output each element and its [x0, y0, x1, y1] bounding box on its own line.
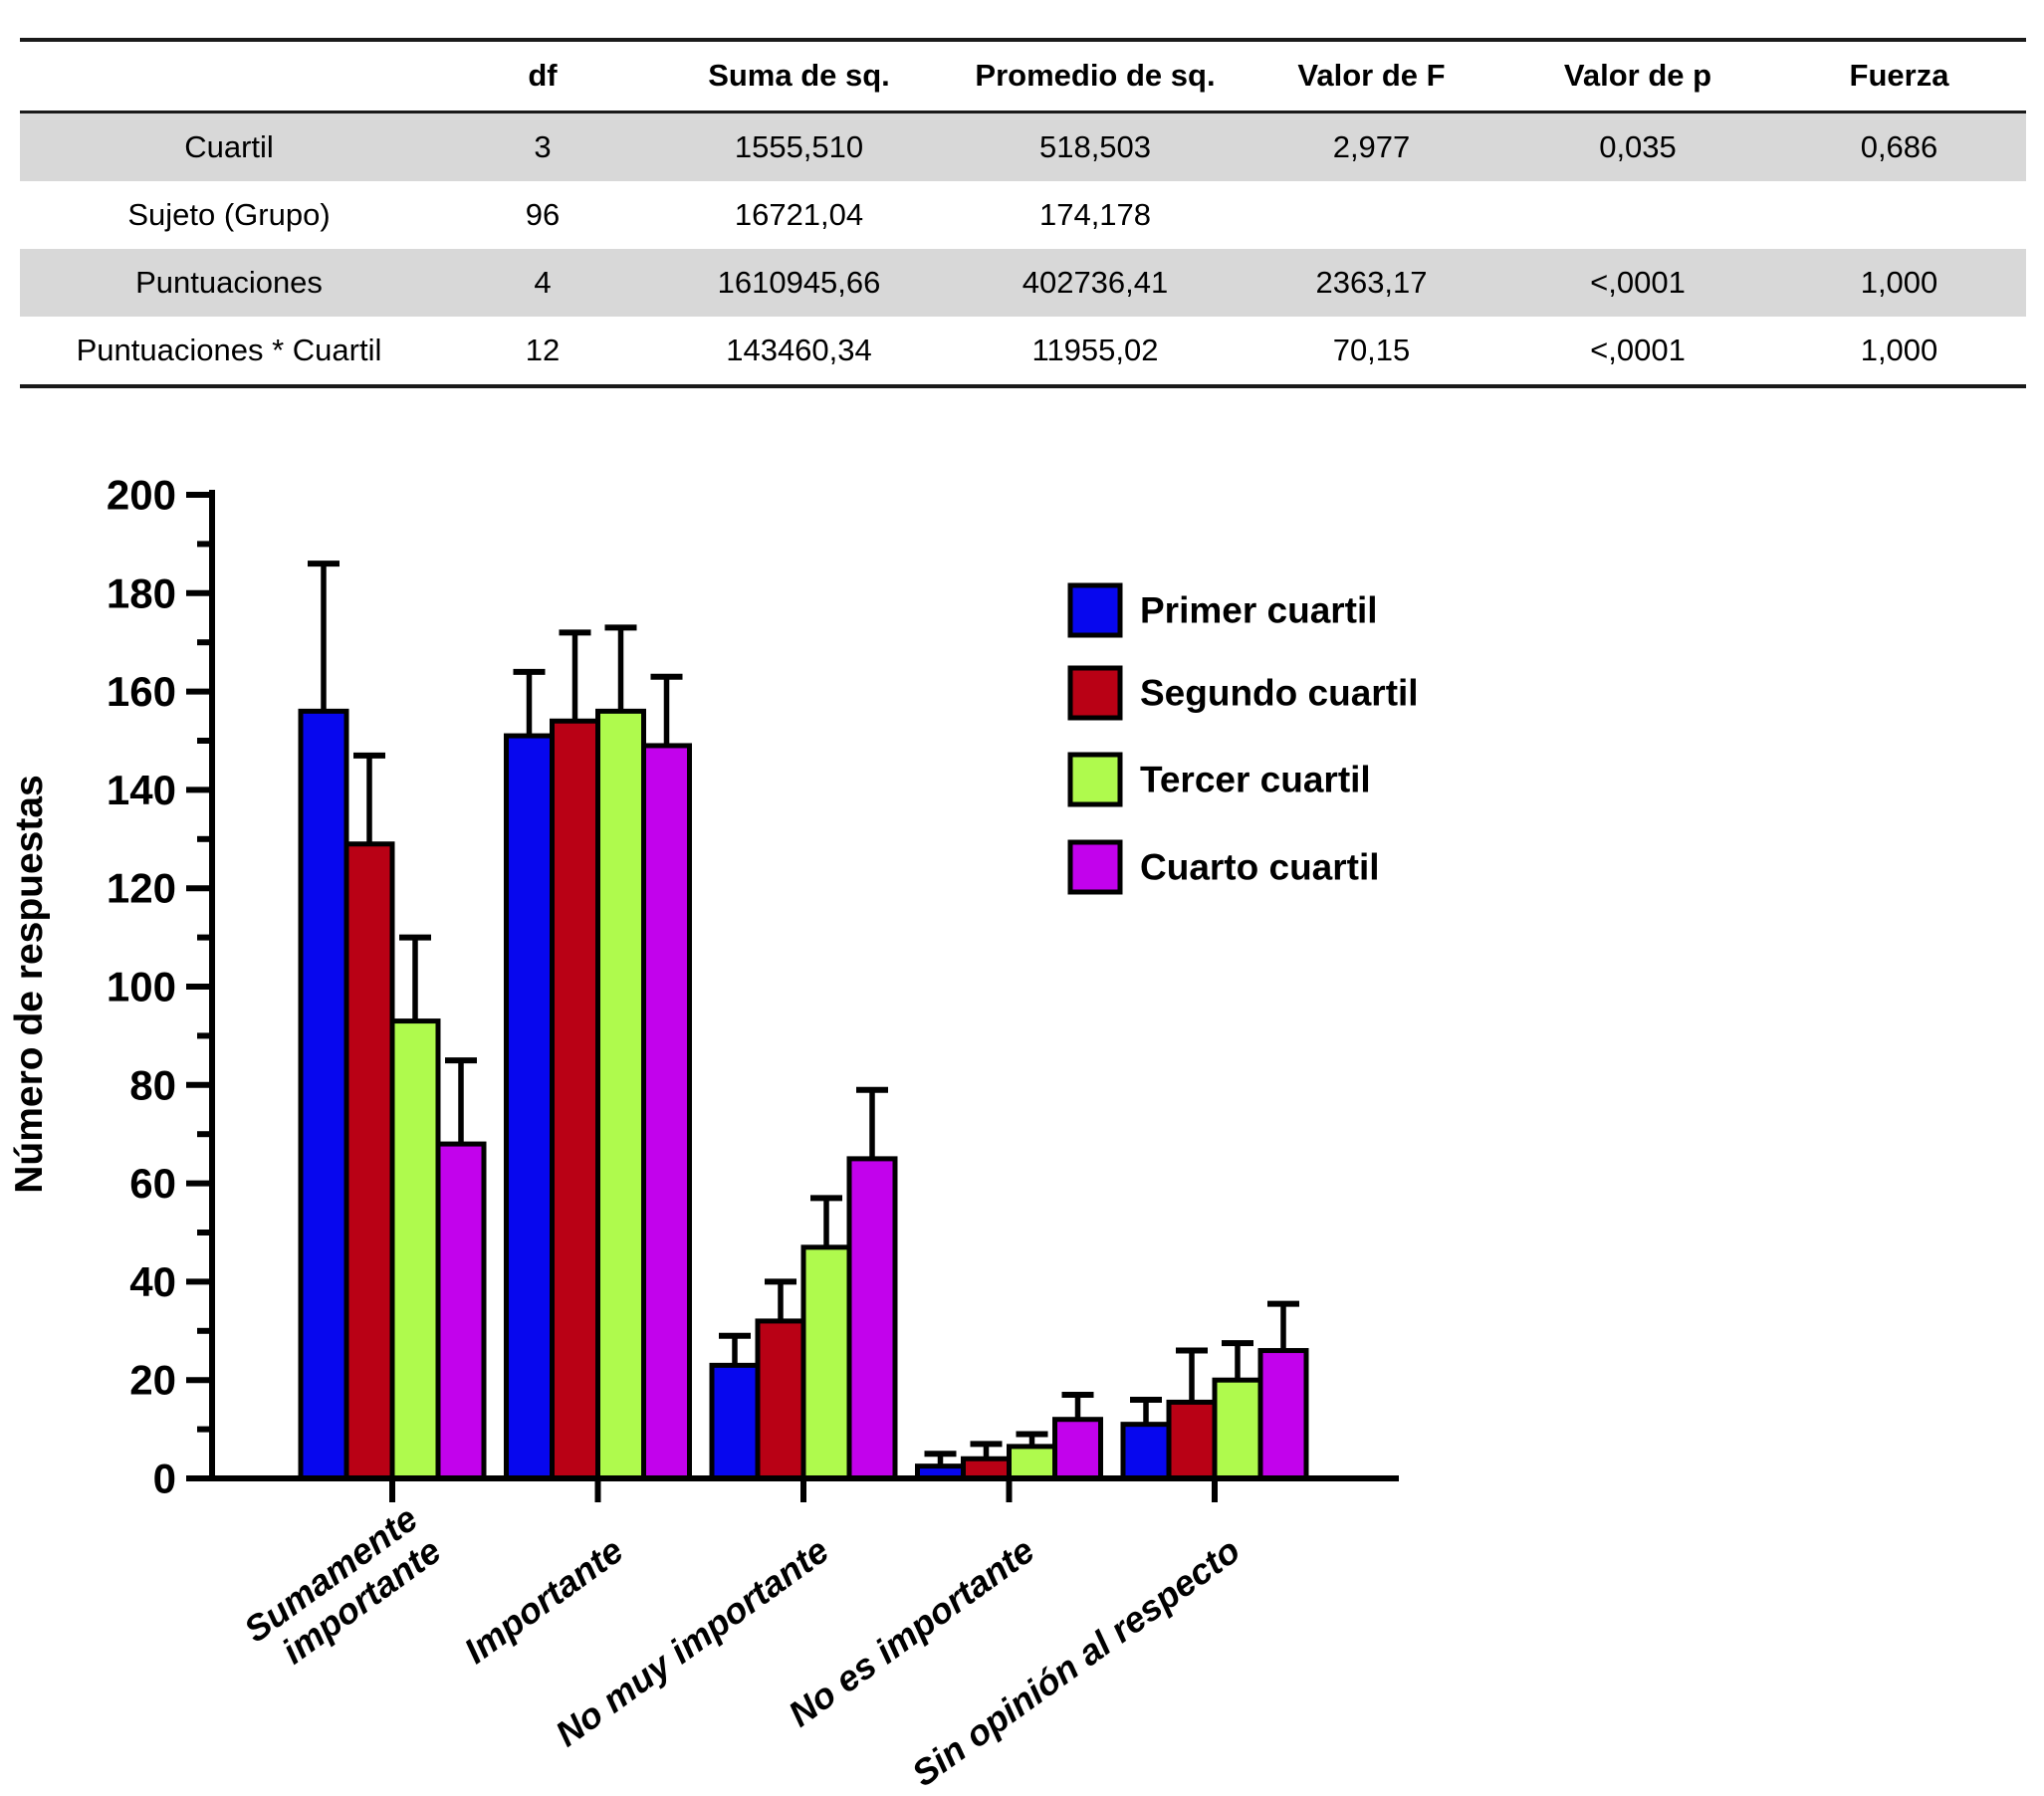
table-cell: <,0001	[1590, 264, 1686, 300]
table-cell: 1555,510	[734, 128, 864, 164]
table-cell: 0,035	[1599, 128, 1677, 164]
bar	[1212, 1377, 1263, 1481]
table-cell: 1,000	[1860, 264, 1938, 300]
table-cell: Puntuaciones * Cuartil	[76, 332, 382, 367]
legend-swatch	[1067, 582, 1123, 638]
bar	[1120, 1422, 1172, 1481]
y-tick-label: 200	[107, 480, 176, 519]
table-header-cell: Promedio de sq.	[975, 58, 1216, 94]
bar	[595, 708, 646, 1481]
bar	[641, 743, 692, 1481]
bar	[298, 708, 349, 1481]
legend-swatch	[1067, 665, 1123, 721]
table-cell: 12	[525, 332, 561, 367]
table-cell: 2,977	[1332, 128, 1411, 164]
table-header-cell: df	[528, 58, 558, 94]
y-tick-label: 0	[153, 1456, 176, 1502]
bar	[435, 1141, 487, 1481]
bar	[1052, 1417, 1103, 1481]
y-tick-label: 120	[107, 865, 176, 912]
y-axis-title: Número de respuestas	[8, 775, 51, 1194]
bar	[709, 1362, 761, 1481]
table-cell: Cuartil	[184, 128, 274, 164]
y-tick-label: 160	[107, 668, 176, 715]
y-tick-label: 140	[107, 767, 176, 813]
y-tick-label: 100	[107, 964, 176, 1010]
bar	[846, 1156, 898, 1481]
bar-chart: 0 20 40 60 80 100 120 140 160 180 200 Sumamenteimpo…	[0, 472, 1454, 1795]
y-tick-label: 180	[107, 569, 176, 616]
table-cell: 1610945,66	[717, 264, 881, 300]
bar	[1007, 1444, 1057, 1481]
y-tick-label: 40	[129, 1258, 176, 1305]
table-header-row: df Suma de sq. Promedio de sq. Valor de …	[20, 42, 2026, 113]
table-row: Puntuaciones * Cuartil 12 143460,34 1195…	[20, 317, 2026, 384]
bar	[755, 1318, 806, 1481]
table-row: Puntuaciones 4 1610945,66 402736,41 2363…	[20, 249, 2026, 317]
table-cell: Sujeto (Grupo)	[127, 196, 331, 232]
table-cell: Puntuaciones	[135, 264, 323, 300]
bar	[1257, 1348, 1309, 1481]
legend-label: Primer cuartil	[1140, 590, 1378, 631]
bar	[800, 1244, 852, 1481]
legend-label: Tercer cuartil	[1140, 760, 1371, 800]
table-cell: 16721,04	[734, 196, 864, 232]
y-tick-label: 20	[129, 1357, 176, 1404]
table-row: Cuartil 3 1555,510 518,503 2,977 0,035 0…	[20, 113, 2026, 181]
y-tick-label: 80	[129, 1061, 176, 1108]
x-tick-label: Importante	[457, 1529, 631, 1672]
legend-label: Segundo cuartil	[1140, 673, 1419, 714]
bar	[389, 1018, 441, 1481]
table-cell: 3	[534, 128, 552, 164]
bar	[550, 718, 600, 1481]
table-cell: 518,503	[1038, 128, 1152, 164]
table-row: Sujeto (Grupo) 96 16721,04 174,178	[20, 181, 2026, 249]
y-tick-label: 60	[129, 1160, 176, 1207]
table-cell: 96	[525, 196, 561, 232]
bar	[343, 841, 395, 1481]
legend-swatch	[1067, 752, 1123, 807]
table-header-cell: Suma de sq.	[708, 58, 890, 94]
bar	[504, 733, 555, 1481]
table-cell: <,0001	[1590, 332, 1686, 367]
table-cell: 1,000	[1860, 332, 1938, 367]
table-cell: 0,686	[1860, 128, 1938, 164]
anova-table: df Suma de sq. Promedio de sq. Valor de …	[20, 38, 2026, 388]
table-header-cell: Valor de p	[1563, 58, 1712, 94]
legend-label: Cuarto cuartil	[1140, 847, 1380, 888]
table-cell: 143460,34	[726, 332, 872, 367]
legend-swatch	[1067, 839, 1123, 895]
table-header-cell: Valor de F	[1297, 58, 1446, 94]
bar-chart-svg: 0 20 40 60 80 100 120 140 160 180 200 Sumamenteimpo…	[8, 472, 1419, 1795]
x-tick-label: Sumamenteimportante	[237, 1497, 449, 1682]
table-header-cell: Fuerza	[1849, 58, 1949, 94]
table-cell: 11955,02	[1031, 332, 1159, 367]
bar	[1166, 1399, 1218, 1481]
table-cell: 174,178	[1038, 196, 1152, 232]
table-cell: 70,15	[1332, 332, 1411, 367]
x-tick-label: Sin opinión al respecto	[904, 1529, 1248, 1791]
table-cell: 2363,17	[1315, 264, 1428, 300]
error-bar	[308, 561, 340, 730]
table-cell: 4	[534, 264, 552, 300]
table-cell: 402736,41	[1022, 264, 1169, 300]
